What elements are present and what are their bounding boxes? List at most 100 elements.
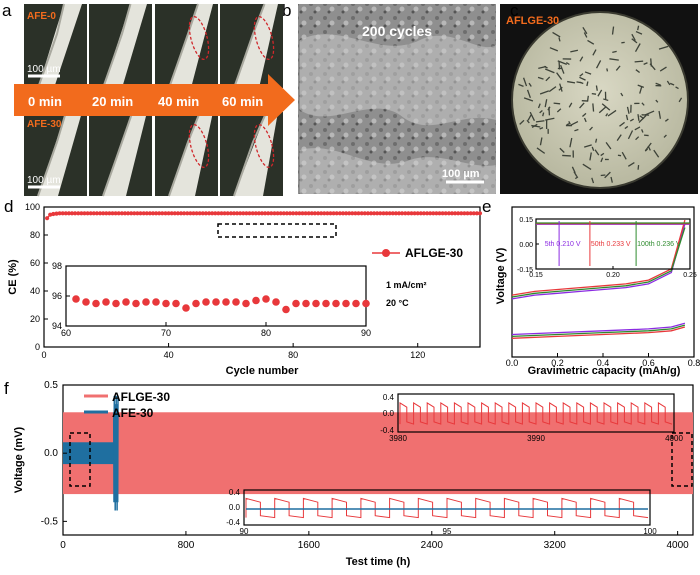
chart-d-point (244, 211, 249, 216)
chart-d-inset-xtick-label: 70 (161, 328, 171, 338)
chart-d-point (325, 211, 330, 216)
sem-dendrites (300, 34, 496, 126)
chart-f-inset-bottom-ytick-label: 0.0 (229, 503, 241, 512)
chart-d-point (359, 211, 364, 216)
chart-d-point (263, 211, 268, 216)
chart-d-inset-point (242, 299, 250, 308)
chart-d-inset-ytick-label: 98 (52, 261, 62, 271)
chart-d-point (126, 211, 131, 216)
chart-d-point (256, 211, 261, 216)
deposit-mark (621, 151, 627, 160)
chart-e-discharge-curve (511, 326, 686, 339)
deposit-mark (537, 76, 544, 80)
chart-f-inset-top-xtick-label: 3990 (527, 434, 545, 443)
chart-d-ytick-label: 80 (30, 230, 40, 240)
panel-label-e: e (482, 197, 491, 216)
deposit-mark (545, 117, 555, 121)
deposit-mark (569, 137, 573, 148)
deposit-mark (663, 134, 667, 138)
chart-d-point (375, 211, 380, 216)
chart-e-inset-xtick-label: 0.20 (606, 272, 620, 279)
chart-f-xtick-label: 4000 (667, 540, 690, 551)
chart-d-point (425, 211, 430, 216)
electrode-edge (102, 111, 134, 197)
chart-d-point (353, 211, 358, 216)
chart-e-charge-curve (511, 219, 686, 296)
chart-d-xtick-label: 40 (164, 350, 174, 360)
chart-d-inset-xtick-label: 80 (261, 328, 271, 338)
chart-d-point (197, 211, 202, 216)
chart-d-inset-point (362, 299, 370, 308)
chart-d-inset-point (72, 295, 80, 303)
deposit-mark (587, 39, 595, 45)
chart-d-point (272, 211, 277, 216)
deposit-mark (678, 97, 683, 103)
deposit-mark (644, 142, 652, 152)
chart-d-inset-frame (65, 265, 367, 327)
deposit-mark (659, 66, 667, 72)
chart-d-point (328, 211, 333, 216)
deposit-mark (548, 86, 557, 93)
chart-d-inset-point (142, 298, 150, 306)
chart-d-inset-ytick-label: 96 (52, 291, 62, 301)
deposit-mark (591, 177, 595, 184)
chart-f-legend: AFLGE-30 AFE-30 (84, 390, 170, 420)
chart-e-xtick-label: 0.8 (688, 358, 700, 368)
chart-f-inset-bottom-xtick-label: 95 (443, 527, 452, 536)
chart-d-point (344, 211, 349, 216)
panel-e: e 0.0 0.2 0.4 0.6 0.8 Gravimetric capacity (… (482, 197, 700, 377)
chart-d-inset-point (332, 299, 340, 308)
deposit-mark (629, 118, 634, 122)
chart-f-legend-label-2: AFE-30 (112, 406, 154, 420)
chart-e-charge-curve (511, 223, 686, 300)
chart-f-yticks: -0.5 0.0 0.5 (41, 380, 67, 527)
chart-d-point (231, 211, 237, 216)
deposit-mark (571, 166, 576, 174)
chart-e-xtick-label: 0.6 (642, 358, 655, 368)
chart-f-xtick-label: 2400 (421, 540, 444, 551)
chart-d-point (421, 211, 426, 216)
deposit-mark (547, 106, 551, 111)
chart-e-xlabel: Gravimetric capacity (mAh/g) (528, 365, 681, 377)
panel-a: a 0 min 20 min 40 min 60 min AFE-0 AFE-3… (2, 1, 295, 197)
deposit-mark (631, 33, 636, 41)
chart-d-ytick-label: 100 (25, 202, 40, 212)
chart-d-inset-series (72, 295, 370, 314)
deposit-mark (582, 163, 592, 171)
deposit-mark (637, 84, 645, 88)
chart-d-point (403, 211, 408, 216)
chart-d-point (185, 211, 190, 216)
panel-label-c: c (510, 1, 519, 20)
dendrite-highlight-ellipse (253, 15, 275, 61)
chart-d-point (182, 211, 187, 216)
deposit-mark (589, 126, 593, 131)
scale-label-bottom: 100 µm (27, 175, 61, 186)
deposit-mark (666, 80, 671, 86)
chart-e-xtick-label: 0.0 (506, 358, 519, 368)
deposit-mark (519, 119, 525, 125)
chart-d-inset-point (112, 299, 120, 308)
chart-f-xtick-label: 1600 (298, 540, 321, 551)
chart-f-band-afe (63, 442, 114, 465)
panel-f: f 0 800 1600 2400 3200 4000 -0.5 0.0 0.5 Test t… (4, 379, 694, 568)
time-arrow-shape (14, 74, 295, 126)
chart-d-point (178, 211, 184, 216)
chart-d-point (116, 211, 121, 216)
deposit-mark (576, 81, 582, 84)
electrode-edge (168, 111, 201, 197)
chart-f-inset-bottom-ytick-label: 0.4 (229, 488, 241, 497)
chart-e-series (511, 219, 686, 339)
electrode-edge (168, 3, 199, 89)
chart-d-point (294, 211, 299, 216)
chart-f-inset-bottom-xtick-label: 90 (240, 527, 249, 536)
deposit-mark (655, 82, 661, 86)
deposit-mark (549, 47, 559, 52)
deposit-mark (559, 147, 565, 153)
deposit-mark (605, 113, 609, 117)
deposit-mark (526, 89, 531, 99)
deposit-mark (589, 152, 592, 161)
chart-e-inset-series: 5th 0.210 V 50th 0.233 V 100th 0.236 V (536, 221, 690, 266)
chart-d-ytick-label: 40 (30, 286, 40, 296)
chart-d-point (169, 211, 174, 216)
chart-d-point (63, 211, 68, 216)
